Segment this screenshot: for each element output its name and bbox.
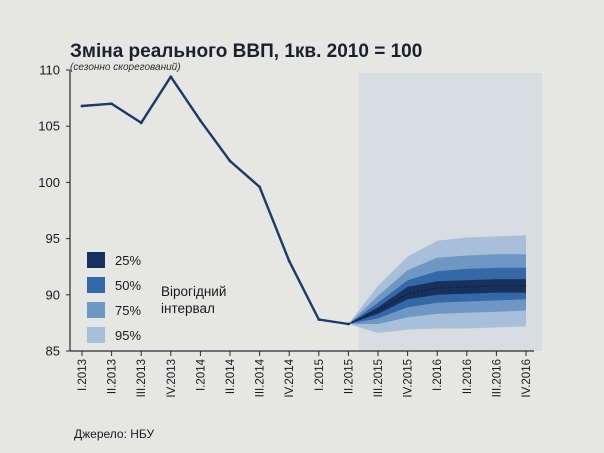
- y-tick-label: 105: [38, 119, 60, 134]
- legend-swatch-95pct: [87, 327, 105, 343]
- legend-swatch-75pct: [87, 302, 105, 318]
- forecast-central-line: [348, 285, 526, 325]
- gdp-point: [228, 159, 232, 163]
- x-tick-label: I.2016: [432, 359, 444, 391]
- forecast-bands: [348, 235, 526, 333]
- y-tick-label: 95: [46, 231, 60, 246]
- x-tick-label: II.2016: [462, 359, 474, 394]
- y-tick-label: 110: [39, 63, 60, 78]
- chart-title: Зміна реального ВВП, 1кв. 2010 = 100: [70, 41, 422, 62]
- chart-subtitle: (сезонно скорегований): [70, 62, 181, 73]
- y-axis-ticks: 85 90 95 100 105 110: [38, 63, 70, 359]
- legend-label-95pct: 95%: [115, 328, 141, 343]
- gdp-point: [110, 102, 113, 106]
- forecast-band-25pct: [348, 279, 526, 324]
- x-tick-label: II.2015: [343, 359, 355, 394]
- x-tick-label: IV.2016: [521, 359, 533, 398]
- x-tick-label: I.2013: [77, 359, 89, 391]
- gdp-point: [258, 185, 261, 189]
- legend-swatch-50pct: [87, 277, 105, 293]
- gdp-point: [199, 119, 202, 122]
- x-tick-label: I.2015: [314, 359, 326, 391]
- legend-label-75pct: 75%: [115, 303, 141, 318]
- y-tick-label: 85: [46, 344, 60, 359]
- axes: [69, 70, 534, 352]
- x-tick-label: II.2014: [225, 358, 237, 394]
- legend-caption-line-2: інтервал: [161, 301, 215, 316]
- gdp-point: [287, 259, 291, 263]
- x-tick-label: IV.2015: [403, 359, 415, 398]
- x-tick-label: IV.2013: [166, 359, 178, 398]
- source-note: Джерело: НБУ: [74, 427, 155, 441]
- gdp-point: [169, 75, 173, 79]
- legend-label-25pct: 25%: [115, 253, 141, 268]
- legend: Вірогідний інтервал 25% 50% 75% 95%: [87, 252, 226, 343]
- x-tick-label: III.2016: [491, 359, 503, 397]
- gdp-point: [317, 318, 321, 321]
- gdp-series: [80, 75, 526, 326]
- x-axis-ticks: I.2013 II.2013 III.2013 IV.2013 I.2014 II.201…: [77, 351, 533, 398]
- x-tick-label: II.2013: [107, 359, 119, 394]
- y-tick-label: 90: [46, 287, 60, 302]
- gdp-point: [80, 104, 84, 108]
- x-tick-label: I.2014: [195, 358, 207, 391]
- legend-label-50pct: 50%: [115, 278, 141, 293]
- legend-caption-line-1: Вірогідний: [161, 284, 226, 299]
- gdp-line: [81, 75, 349, 326]
- y-tick-label: 100: [38, 175, 60, 190]
- x-tick-label: III.2013: [136, 359, 148, 397]
- x-tick-label: III.2015: [373, 359, 385, 397]
- gdp-point: [139, 121, 143, 125]
- legend-swatch-25pct: [87, 252, 105, 268]
- x-tick-label: IV.2014: [284, 358, 296, 397]
- x-tick-label: III.2014: [255, 358, 267, 397]
